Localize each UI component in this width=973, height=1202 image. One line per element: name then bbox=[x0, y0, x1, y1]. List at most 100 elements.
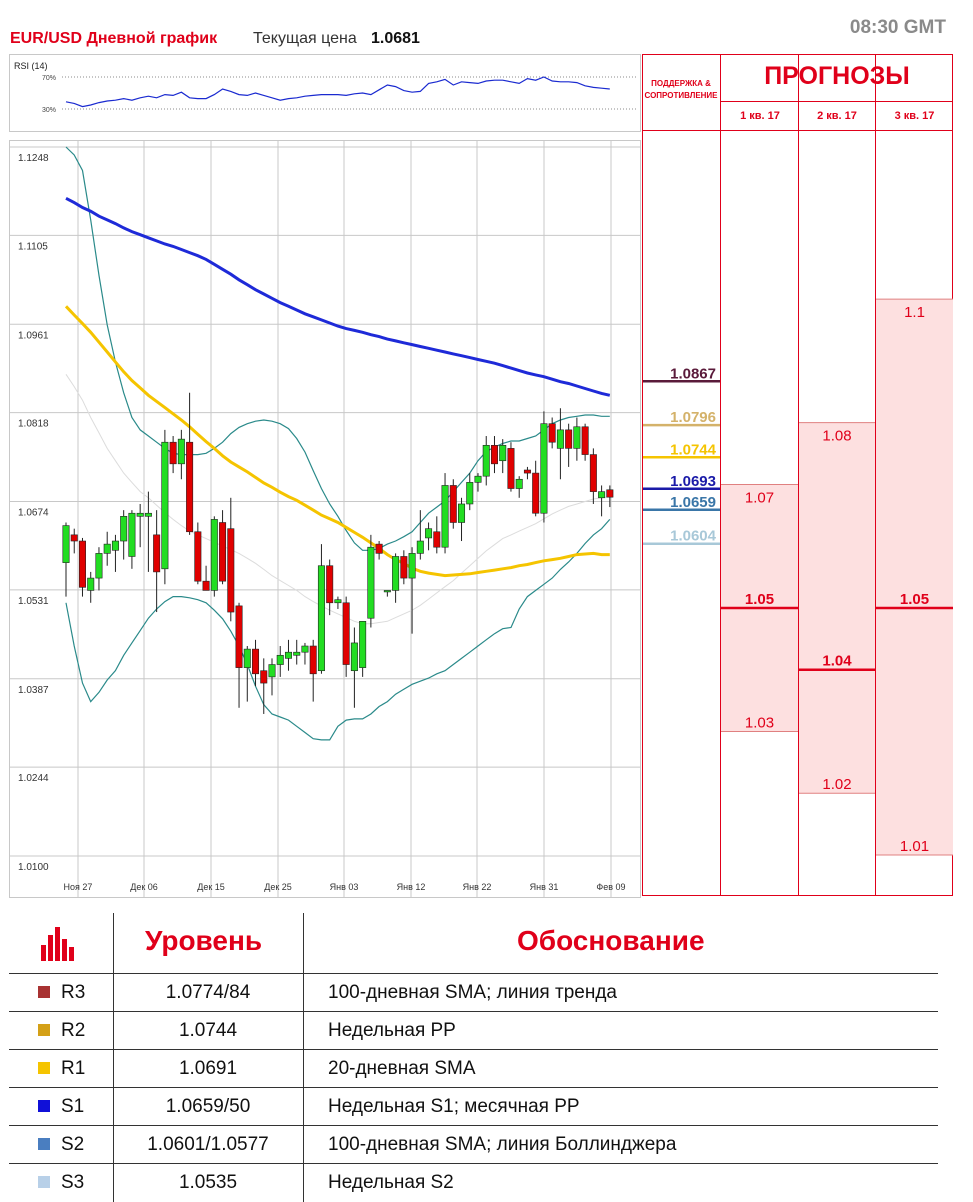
candle bbox=[507, 442, 515, 492]
candle bbox=[136, 503, 144, 548]
candle bbox=[367, 534, 375, 628]
candle-body bbox=[243, 648, 251, 668]
candle bbox=[317, 544, 325, 674]
y-tick-label: 1.1105 bbox=[18, 241, 48, 252]
table-divider bbox=[9, 1087, 938, 1088]
level-reason: 100-дневная SMA; линия тренда bbox=[328, 982, 617, 1003]
current-price-value: 1.0681 bbox=[371, 30, 420, 47]
bollinger-middle-line bbox=[65, 374, 610, 625]
bar-chart-icon bbox=[41, 927, 74, 961]
sr-level-label: 1.0867 bbox=[670, 365, 716, 382]
level-color-swatch bbox=[38, 1138, 50, 1150]
table-border bbox=[720, 54, 721, 896]
candle-body bbox=[144, 512, 152, 517]
level-value: 1.0601/1.0577 bbox=[147, 1134, 269, 1155]
y-tick-label: 1.0387 bbox=[18, 685, 49, 696]
candle bbox=[260, 658, 268, 714]
candle bbox=[606, 485, 614, 508]
candle bbox=[589, 448, 597, 504]
chart-title: EUR/USD Дневной график bbox=[10, 30, 218, 47]
level-color-swatch bbox=[38, 1176, 50, 1188]
level-color-swatch bbox=[38, 1062, 50, 1074]
forecast-low-label: 1.03 bbox=[745, 714, 774, 731]
x-tick-label: Дек 06 bbox=[130, 882, 158, 892]
candle-body bbox=[490, 444, 498, 465]
candle-body bbox=[433, 531, 441, 548]
candle-body bbox=[260, 670, 268, 684]
candle bbox=[556, 408, 564, 480]
candle bbox=[186, 392, 194, 535]
candle bbox=[169, 436, 177, 474]
candle-body bbox=[309, 645, 317, 675]
level-value: 1.0774/84 bbox=[165, 982, 251, 1003]
candle-body bbox=[367, 546, 375, 619]
table-border bbox=[642, 130, 953, 131]
candle bbox=[161, 429, 169, 585]
candle-body bbox=[556, 429, 564, 449]
quarter-label-1: 1 кв. 17 bbox=[740, 110, 780, 122]
candle bbox=[78, 537, 86, 597]
sr-level-label: 1.0659 bbox=[670, 494, 716, 511]
candle-body bbox=[540, 423, 548, 514]
candle bbox=[111, 534, 119, 572]
candle bbox=[482, 436, 490, 486]
candle bbox=[309, 639, 317, 702]
candle-body bbox=[565, 429, 573, 449]
sr-level-label: 1.0796 bbox=[670, 409, 716, 426]
price-chart: 1.1248 1.1105 1.0961 1.0818 1.0674 1.0531 1.03… bbox=[10, 141, 640, 897]
candle bbox=[70, 528, 78, 554]
level-reason: Недельная PP bbox=[328, 1020, 456, 1041]
candle bbox=[408, 547, 416, 634]
candle-body bbox=[301, 645, 309, 653]
candle-body bbox=[194, 531, 202, 582]
candle-body bbox=[284, 651, 292, 659]
candle bbox=[243, 646, 251, 702]
candle bbox=[301, 642, 309, 665]
forecast-grid: 1.07 1.05 1.03 1.08 1.04 1.02 1.1 1.05 1.01 1.086… bbox=[642, 54, 953, 896]
candle-body bbox=[482, 444, 490, 477]
x-tick-label: Ноя 27 bbox=[64, 882, 93, 892]
candle-body bbox=[532, 472, 540, 514]
sma-100-line bbox=[65, 196, 611, 397]
candle bbox=[515, 476, 523, 498]
reason-column-header: Обоснование bbox=[517, 925, 705, 956]
candle bbox=[153, 510, 161, 613]
candle bbox=[425, 522, 433, 551]
level-reason: Недельная S2 bbox=[328, 1172, 454, 1193]
candle-body bbox=[416, 540, 424, 554]
level-color-swatch bbox=[38, 986, 50, 998]
candle-body bbox=[425, 528, 433, 539]
candle bbox=[466, 473, 474, 511]
level-name: R2 bbox=[61, 1020, 86, 1041]
candle bbox=[62, 522, 70, 597]
candle bbox=[359, 621, 367, 677]
forecasts-title: ПРОГНОЗЫ bbox=[764, 62, 910, 90]
level-column-header: Уровень bbox=[145, 925, 263, 956]
y-tick-label: 1.0961 bbox=[18, 330, 49, 341]
candle-body bbox=[466, 482, 474, 505]
candle bbox=[120, 510, 128, 560]
candle-body bbox=[375, 543, 383, 554]
candle-body bbox=[474, 475, 482, 483]
candle-body bbox=[523, 469, 531, 474]
forecast-table: 1.07 1.05 1.03 1.08 1.04 1.02 1.1 1.05 1.01 1.086… bbox=[642, 54, 953, 896]
level-value: 1.0659/50 bbox=[165, 1096, 251, 1117]
candle bbox=[177, 429, 185, 480]
table-divider bbox=[9, 1049, 938, 1050]
candle-body bbox=[252, 648, 260, 675]
level-name: S1 bbox=[61, 1096, 85, 1117]
rsi-level-30: 30% bbox=[42, 107, 56, 114]
forecast-range bbox=[799, 422, 875, 794]
candle bbox=[392, 553, 400, 603]
candle-body bbox=[95, 553, 103, 579]
candle-body bbox=[515, 478, 523, 489]
table-divider bbox=[9, 1011, 938, 1012]
candle bbox=[548, 417, 556, 449]
candle-body bbox=[499, 444, 507, 462]
table-border bbox=[642, 54, 643, 896]
candle bbox=[235, 602, 243, 708]
candle bbox=[433, 516, 441, 554]
level-name: R1 bbox=[61, 1058, 86, 1079]
candle-body bbox=[449, 485, 457, 523]
y-tick-label: 1.0531 bbox=[18, 596, 49, 607]
